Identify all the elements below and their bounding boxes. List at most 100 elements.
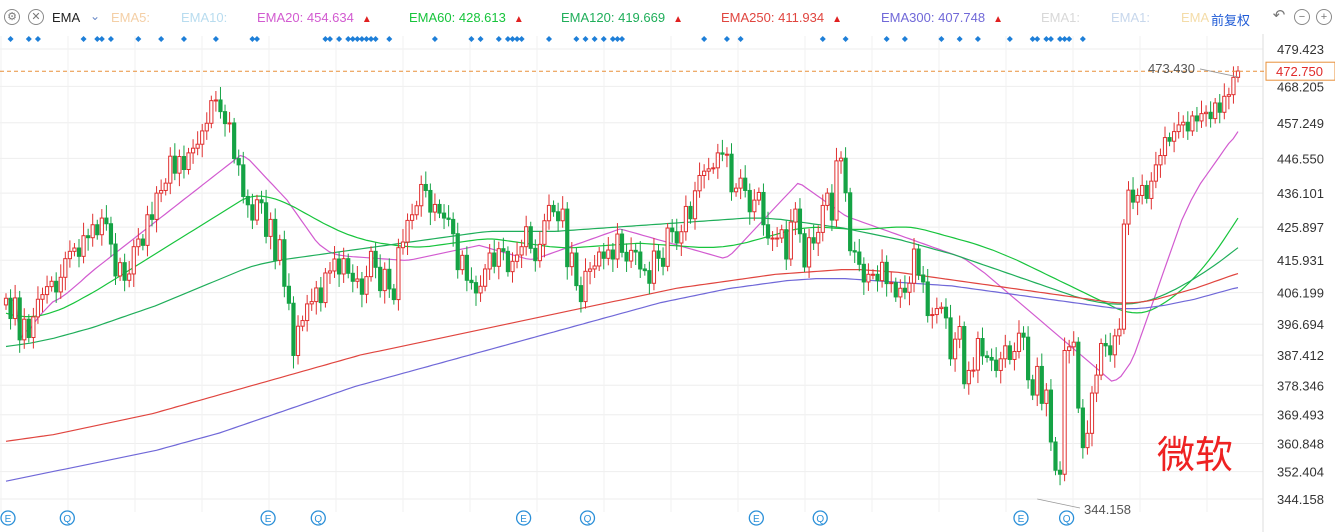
- candle-body: [1121, 223, 1127, 330]
- candle: [186, 147, 191, 175]
- undo-icon[interactable]: ↶: [1272, 7, 1286, 24]
- candle-body: [168, 155, 173, 184]
- indicator-name[interactable]: EMA: [52, 10, 81, 25]
- marker-diamond: [372, 36, 379, 42]
- candle-body: [1026, 336, 1031, 381]
- marker-diamond: [819, 36, 826, 42]
- ema-item-3[interactable]: EMA60: 428.613 ▲: [409, 10, 524, 25]
- candle-body: [1231, 76, 1236, 96]
- ema-item-2[interactable]: EMA20: 454.634 ▲: [257, 10, 372, 25]
- marker-diamond: [883, 36, 890, 42]
- candle-body: [542, 220, 547, 245]
- y-tick-label: 406.199: [1277, 286, 1324, 301]
- ema-item-6[interactable]: EMA300: 407.748 ▲: [881, 10, 1003, 25]
- candle: [806, 228, 812, 278]
- candle-body: [154, 192, 159, 220]
- settings-icon[interactable]: ⚙: [4, 9, 20, 25]
- candle-body: [1172, 131, 1177, 142]
- candle: [647, 261, 652, 295]
- candle-body: [948, 317, 953, 360]
- candle: [487, 244, 492, 280]
- candle: [1089, 386, 1095, 447]
- candle: [387, 258, 392, 298]
- close-icon[interactable]: ✕: [28, 9, 44, 25]
- candle: [54, 272, 59, 303]
- candle: [99, 209, 104, 246]
- ema-item-label: EMA300:: [881, 10, 935, 25]
- candle-body: [629, 249, 634, 262]
- ema-item-4[interactable]: EMA120: 419.669 ▲: [561, 10, 683, 25]
- candle-body: [149, 214, 155, 220]
- candle: [49, 276, 54, 292]
- candle-body: [957, 326, 962, 340]
- ema-item-0[interactable]: EMA5:: [111, 10, 150, 25]
- candle: [724, 147, 730, 168]
- candle: [583, 258, 588, 309]
- candle-body: [797, 208, 803, 235]
- candle-body: [1176, 124, 1181, 133]
- candle: [1185, 111, 1190, 140]
- candle-body: [556, 211, 561, 222]
- candle-body: [72, 247, 77, 252]
- candle-body: [971, 369, 976, 372]
- candle-body: [3, 297, 9, 306]
- candle: [756, 187, 761, 206]
- candle-body: [1094, 374, 1099, 394]
- ema-item-7[interactable]: EMA1:: [1041, 10, 1080, 25]
- candle-body: [1062, 349, 1067, 475]
- candle-body: [788, 221, 793, 260]
- candle: [1130, 177, 1136, 210]
- candle-body: [889, 282, 894, 285]
- event-glyph: Q: [63, 514, 71, 525]
- candle: [1108, 332, 1113, 362]
- zoom-out-icon[interactable]: −: [1294, 9, 1310, 25]
- candle: [63, 251, 68, 291]
- ema-item-5[interactable]: EMA250: 411.934 ▲: [721, 10, 842, 25]
- marker-diamond: [737, 36, 744, 42]
- candle: [770, 231, 775, 252]
- candle: [8, 289, 13, 330]
- zoom-in-icon[interactable]: +: [1316, 9, 1332, 25]
- marker-diamond: [600, 36, 607, 42]
- candle-body: [181, 156, 187, 171]
- candle-body: [560, 208, 565, 222]
- candle-body: [683, 205, 688, 233]
- candle: [802, 228, 807, 272]
- candle: [848, 187, 853, 256]
- candle-body: [1208, 111, 1213, 120]
- candle-body: [962, 326, 967, 385]
- candle: [660, 247, 666, 276]
- candle-body: [816, 231, 821, 244]
- event-circle: [59, 510, 75, 526]
- candle-body: [204, 122, 209, 132]
- candle: [615, 223, 620, 268]
- candle-body: [916, 248, 921, 276]
- candles: [3, 66, 1241, 486]
- candle-body: [254, 199, 260, 221]
- candle-body: [1076, 341, 1081, 409]
- candle-body: [76, 247, 82, 257]
- candle: [35, 286, 41, 324]
- marker-diamond: [358, 36, 365, 42]
- candle: [939, 302, 944, 314]
- candle: [58, 264, 63, 299]
- candle: [1085, 420, 1090, 455]
- candle-body: [715, 152, 720, 169]
- candle-body: [802, 233, 807, 268]
- candle: [1140, 174, 1145, 205]
- candle-body: [747, 189, 752, 213]
- ema-item-8[interactable]: EMA1:: [1111, 10, 1150, 25]
- candle: [1007, 340, 1012, 365]
- candle: [501, 237, 506, 261]
- candle: [925, 268, 930, 323]
- ema-item-9[interactable]: EMA: [1181, 10, 1209, 25]
- candle: [314, 280, 319, 315]
- ema-item-1[interactable]: EMA10:: [181, 10, 227, 25]
- candle: [136, 228, 141, 256]
- candle-body: [286, 285, 292, 304]
- indicator-toolbar: ⚙ ✕ EMA ⌄ EMA5: EMA10: EMA20: 454.634 ▲ EMA6…: [0, 0, 1335, 34]
- chevron-down-icon[interactable]: ⌄: [90, 9, 101, 23]
- adjust-mode-button[interactable]: 前复权: [1211, 13, 1251, 28]
- marker-diamond: [1043, 36, 1050, 42]
